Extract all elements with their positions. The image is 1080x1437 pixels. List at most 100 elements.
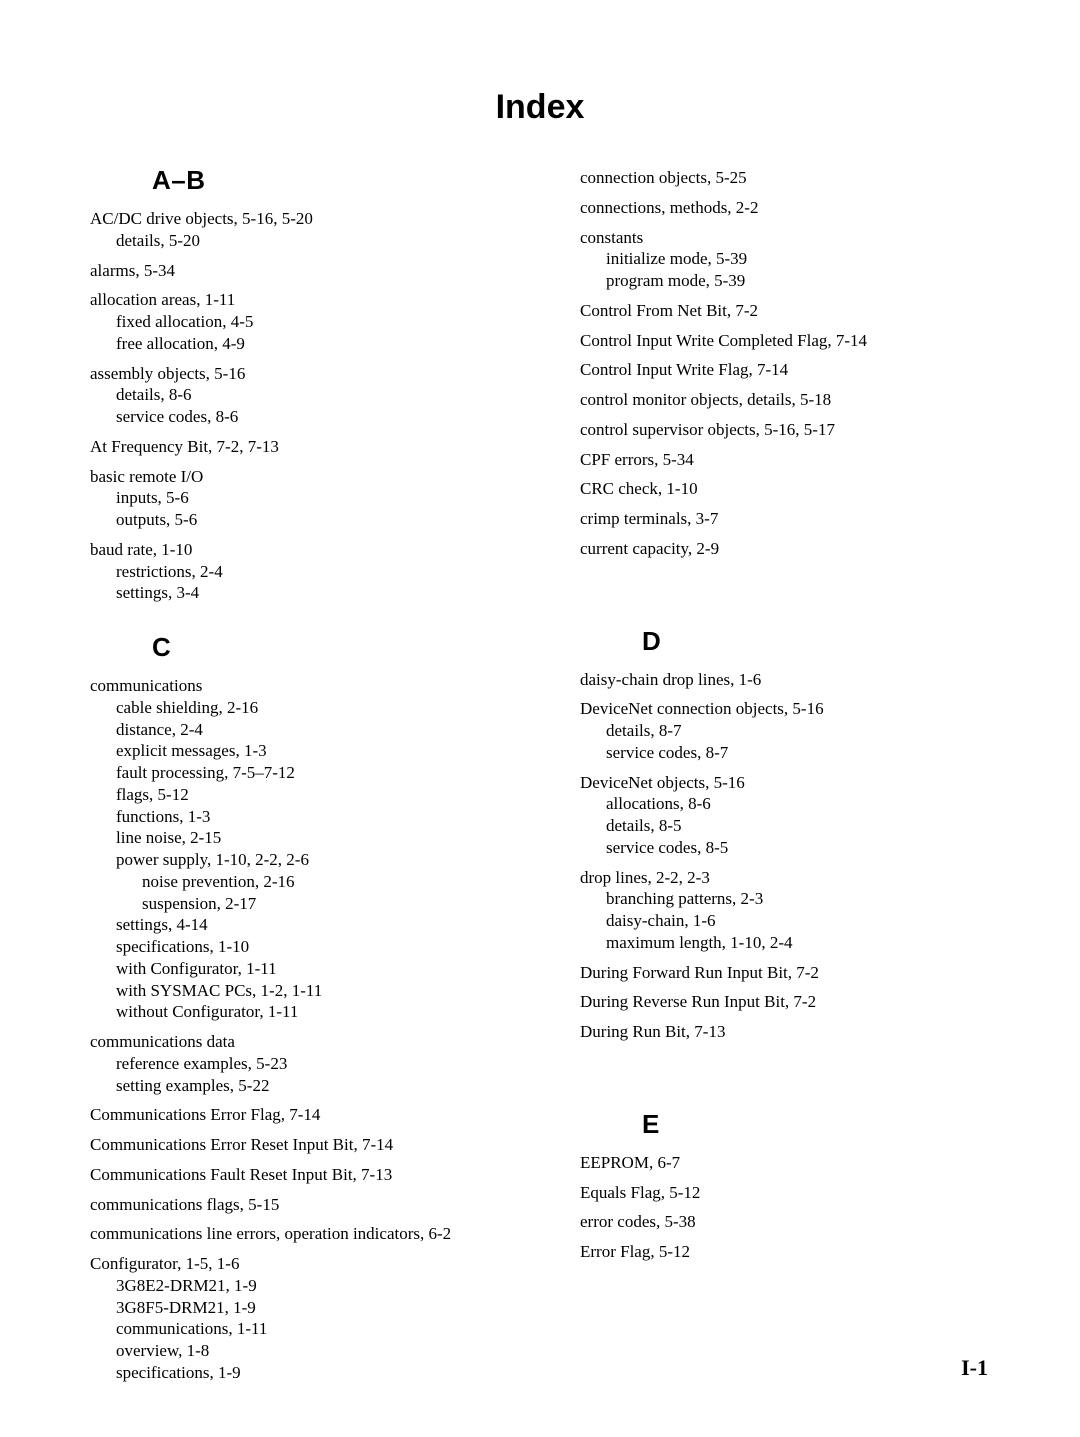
index-sub: details, 8-6 bbox=[116, 384, 530, 406]
index-main: DeviceNet objects, 5-16 bbox=[580, 772, 990, 794]
index-main: control monitor objects, details, 5-18 bbox=[580, 389, 990, 411]
index-entry: current capacity, 2-9 bbox=[580, 538, 990, 560]
index-sub: daisy-chain, 1-6 bbox=[606, 910, 990, 932]
index-entry: allocation areas, 1-11 fixed allocation,… bbox=[90, 289, 530, 354]
section-letter-ab: A–B bbox=[152, 165, 530, 196]
index-main: communications flags, 5-15 bbox=[90, 1194, 530, 1216]
index-main: EEPROM, 6-7 bbox=[580, 1152, 990, 1174]
columns: A–B AC/DC drive objects, 5-16, 5-20 deta… bbox=[90, 161, 990, 1392]
index-sub: cable shielding, 2-16 bbox=[116, 697, 530, 719]
index-main: During Run Bit, 7-13 bbox=[580, 1021, 990, 1043]
index-entry: communications line errors, operation in… bbox=[90, 1223, 530, 1245]
index-entry: constants initialize mode, 5-39 program … bbox=[580, 227, 990, 292]
index-main: Configurator, 1-5, 1-6 bbox=[90, 1253, 530, 1275]
index-sub: fault processing, 7-5–7-12 bbox=[116, 762, 530, 784]
index-sub: fixed allocation, 4-5 bbox=[116, 311, 530, 333]
index-main: communications data bbox=[90, 1031, 530, 1053]
index-sub: settings, 4-14 bbox=[116, 914, 530, 936]
index-main: Control Input Write Completed Flag, 7-14 bbox=[580, 330, 990, 352]
index-sub: restrictions, 2-4 bbox=[116, 561, 530, 583]
index-entry: assembly objects, 5-16 details, 8-6 serv… bbox=[90, 363, 530, 428]
index-main: baud rate, 1-10 bbox=[90, 539, 530, 561]
index-sub: explicit messages, 1-3 bbox=[116, 740, 530, 762]
index-entry: CRC check, 1-10 bbox=[580, 478, 990, 500]
index-sub: line noise, 2-15 bbox=[116, 827, 530, 849]
section-letter-e: E bbox=[642, 1109, 990, 1140]
left-column: A–B AC/DC drive objects, 5-16, 5-20 deta… bbox=[90, 161, 530, 1392]
index-main: basic remote I/O bbox=[90, 466, 530, 488]
index-main: drop lines, 2-2, 2-3 bbox=[580, 867, 990, 889]
index-main: alarms, 5-34 bbox=[90, 260, 530, 282]
index-sub: distance, 2-4 bbox=[116, 719, 530, 741]
index-entry: Control Input Write Flag, 7-14 bbox=[580, 359, 990, 381]
index-entry: communications cable shielding, 2-16 dis… bbox=[90, 675, 530, 1023]
index-entry: communications data reference examples, … bbox=[90, 1031, 530, 1096]
index-sub: service codes, 8-6 bbox=[116, 406, 530, 428]
index-sub: with SYSMAC PCs, 1-2, 1-11 bbox=[116, 980, 530, 1002]
index-sub: inputs, 5-6 bbox=[116, 487, 530, 509]
index-sub: service codes, 8-7 bbox=[606, 742, 990, 764]
index-sub: 3G8F5-DRM21, 1-9 bbox=[116, 1297, 530, 1319]
index-entry: Control From Net Bit, 7-2 bbox=[580, 300, 990, 322]
index-sub: power supply, 1-10, 2-2, 2-6 bbox=[116, 849, 530, 871]
index-entry: Equals Flag, 5-12 bbox=[580, 1182, 990, 1204]
index-entry: Communications Fault Reset Input Bit, 7-… bbox=[90, 1164, 530, 1186]
index-entry: EEPROM, 6-7 bbox=[580, 1152, 990, 1174]
index-entry: At Frequency Bit, 7-2, 7-13 bbox=[90, 436, 530, 458]
index-main: daisy-chain drop lines, 1-6 bbox=[580, 669, 990, 691]
index-main: error codes, 5-38 bbox=[580, 1211, 990, 1233]
index-main: allocation areas, 1-11 bbox=[90, 289, 530, 311]
index-entry: communications flags, 5-15 bbox=[90, 1194, 530, 1216]
index-entry: During Run Bit, 7-13 bbox=[580, 1021, 990, 1043]
index-entry: alarms, 5-34 bbox=[90, 260, 530, 282]
index-main: Communications Error Reset Input Bit, 7-… bbox=[90, 1134, 530, 1156]
index-main: During Reverse Run Input Bit, 7-2 bbox=[580, 991, 990, 1013]
index-sub: maximum length, 1-10, 2-4 bbox=[606, 932, 990, 954]
index-entry: control monitor objects, details, 5-18 bbox=[580, 389, 990, 411]
index-main: assembly objects, 5-16 bbox=[90, 363, 530, 385]
index-main: communications line errors, operation in… bbox=[90, 1223, 530, 1245]
index-main: DeviceNet connection objects, 5-16 bbox=[580, 698, 990, 720]
index-entry: error codes, 5-38 bbox=[580, 1211, 990, 1233]
index-sub: with Configurator, 1-11 bbox=[116, 958, 530, 980]
index-entry: control supervisor objects, 5-16, 5-17 bbox=[580, 419, 990, 441]
index-main: connection objects, 5-25 bbox=[580, 167, 990, 189]
index-entry: Communications Error Reset Input Bit, 7-… bbox=[90, 1134, 530, 1156]
index-sub: without Configurator, 1-11 bbox=[116, 1001, 530, 1023]
index-main: Control Input Write Flag, 7-14 bbox=[580, 359, 990, 381]
index-main: current capacity, 2-9 bbox=[580, 538, 990, 560]
index-main: control supervisor objects, 5-16, 5-17 bbox=[580, 419, 990, 441]
index-sub: initialize mode, 5-39 bbox=[606, 248, 990, 270]
index-main: constants bbox=[580, 227, 990, 249]
page-root: Index A–B AC/DC drive objects, 5-16, 5-2… bbox=[0, 0, 1080, 1437]
index-main: connections, methods, 2-2 bbox=[580, 197, 990, 219]
spacer bbox=[580, 1051, 990, 1081]
index-entry: AC/DC drive objects, 5-16, 5-20 details,… bbox=[90, 208, 530, 252]
index-entry: Error Flag, 5-12 bbox=[580, 1241, 990, 1263]
index-entry: connections, methods, 2-2 bbox=[580, 197, 990, 219]
index-entry: baud rate, 1-10 restrictions, 2-4 settin… bbox=[90, 539, 530, 604]
index-main: At Frequency Bit, 7-2, 7-13 bbox=[90, 436, 530, 458]
index-sub: details, 5-20 bbox=[116, 230, 530, 252]
index-sub: branching patterns, 2-3 bbox=[606, 888, 990, 910]
index-main: AC/DC drive objects, 5-16, 5-20 bbox=[90, 208, 530, 230]
index-main: Control From Net Bit, 7-2 bbox=[580, 300, 990, 322]
index-main: Error Flag, 5-12 bbox=[580, 1241, 990, 1263]
index-subsub: suspension, 2-17 bbox=[142, 893, 530, 915]
index-entry: drop lines, 2-2, 2-3 branching patterns,… bbox=[580, 867, 990, 954]
index-sub: service codes, 8-5 bbox=[606, 837, 990, 859]
index-main: Communications Fault Reset Input Bit, 7-… bbox=[90, 1164, 530, 1186]
index-main: CPF errors, 5-34 bbox=[580, 449, 990, 471]
index-sub: setting examples, 5-22 bbox=[116, 1075, 530, 1097]
index-main: Equals Flag, 5-12 bbox=[580, 1182, 990, 1204]
index-sub: program mode, 5-39 bbox=[606, 270, 990, 292]
index-entry: Control Input Write Completed Flag, 7-14 bbox=[580, 330, 990, 352]
index-sub: details, 8-7 bbox=[606, 720, 990, 742]
index-entry: DeviceNet connection objects, 5-16 detai… bbox=[580, 698, 990, 763]
index-entry: Configurator, 1-5, 1-6 3G8E2-DRM21, 1-9 … bbox=[90, 1253, 530, 1384]
page-title: Index bbox=[90, 88, 990, 127]
index-main: communications bbox=[90, 675, 530, 697]
index-sub: details, 8-5 bbox=[606, 815, 990, 837]
index-entry: daisy-chain drop lines, 1-6 bbox=[580, 669, 990, 691]
index-sub: free allocation, 4-9 bbox=[116, 333, 530, 355]
